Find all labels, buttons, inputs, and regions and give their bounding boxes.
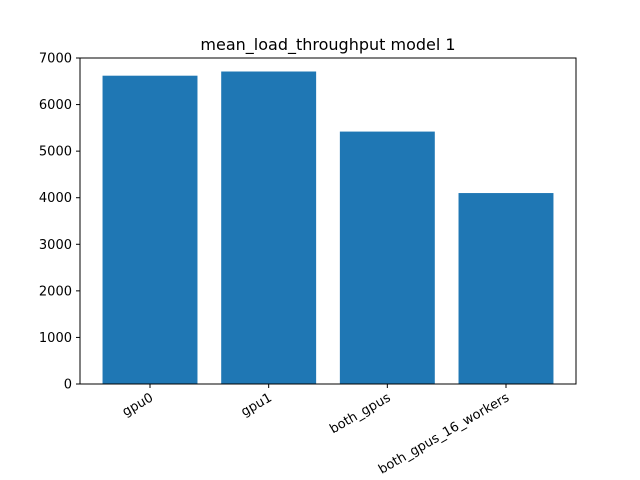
y-tick-label: 4000 — [39, 191, 72, 206]
y-tick-label: 2000 — [39, 284, 72, 299]
y-tick-label: 6000 — [39, 98, 72, 113]
y-tick-label: 5000 — [39, 145, 72, 160]
x-tick-label: both_gpus — [327, 390, 393, 437]
y-tick-label: 0 — [64, 378, 72, 393]
plot-frame — [79, 57, 577, 385]
x-tick-label: gpu1 — [239, 390, 275, 419]
y-tick-label: 3000 — [39, 238, 72, 253]
bar-gpu0 — [102, 75, 198, 384]
bar-gpu1 — [221, 71, 317, 385]
bars-group — [102, 71, 554, 385]
x-tick-label: gpu0 — [120, 390, 156, 419]
y-tick-label: 1000 — [39, 331, 72, 346]
y-tick-label: 7000 — [39, 52, 72, 67]
chart-title: mean_load_throughput model 1 — [200, 35, 455, 55]
x-tick-label: both_gpus_16_workers — [376, 390, 512, 477]
bar-both_gpus — [339, 131, 435, 384]
y-axis: 0 1000 2000 3000 4000 5000 6000 7000 — [39, 52, 80, 393]
bar-both_gpus_16_workers — [458, 193, 554, 384]
